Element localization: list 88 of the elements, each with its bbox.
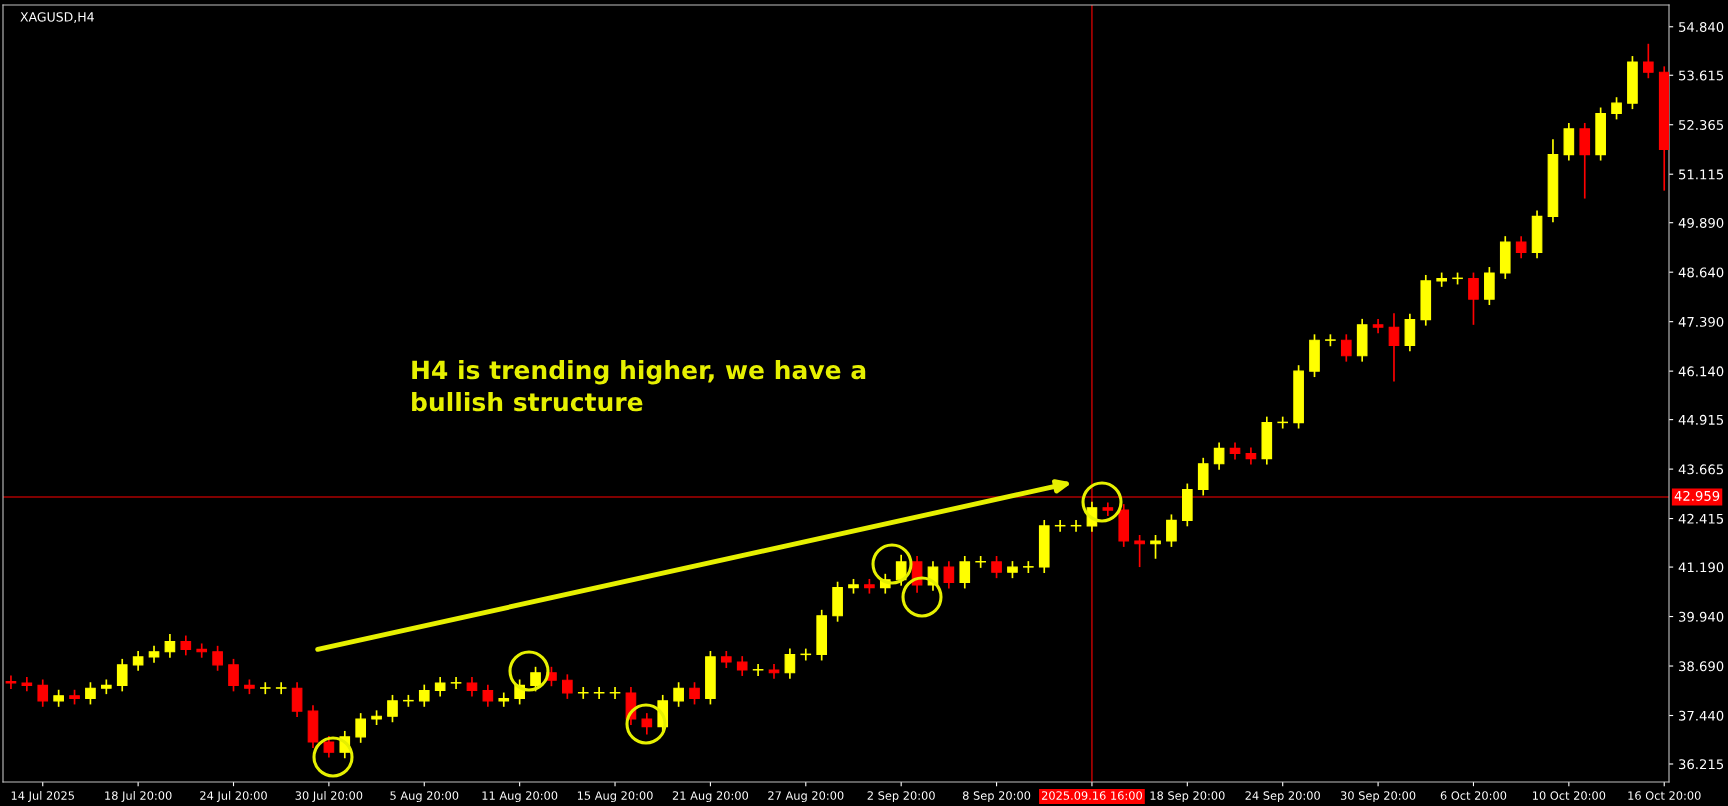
candlestick [1054,519,1066,533]
candlestick [101,678,112,695]
y-tick-label: 53.615 [1679,70,1724,81]
candlestick [562,673,573,700]
candlestick [1388,312,1400,383]
candlestick [991,555,1002,579]
candlestick [530,665,541,693]
candlestick [228,658,239,693]
x-tick-label: 24 Jul 20:00 [200,791,267,802]
candlestick [673,681,684,708]
candlestick [434,676,446,698]
x-tick-label: 5 Aug 20:00 [390,791,459,803]
candlestick [275,681,287,695]
x-tick-label: 21 Aug 20:00 [672,791,749,803]
candlestick [85,681,96,706]
x-tick-label: 27 Aug 20:00 [768,791,844,803]
x-tick-label: 16 Oct 20:00 [1628,791,1701,800]
x-tick-label: 11 Aug 20:00 [482,791,558,803]
candlestick [959,555,971,590]
x-tick-label: 14 Jul 2025 [11,791,74,802]
candlestick [1468,271,1479,326]
candlestick [1166,513,1177,548]
y-tick-label: 38.690 [1679,661,1724,672]
y-tick-label: 49.890 [1678,217,1724,228]
y-tick-label: 54.840 [1679,21,1724,32]
x-tick-label: 10 Oct 20:00 [1532,791,1606,800]
x-tick-label: 18 Sep 20:00 [1150,791,1225,803]
x-tick-label: 15 Aug 20:00 [577,791,653,803]
candlestick [641,712,653,736]
candlestick [323,735,335,759]
x-tick-label: 18 Jul 20:00 [105,791,172,802]
candlestick [577,686,589,700]
candlestick [180,634,192,657]
y-tick-label: 36.215 [1679,759,1724,770]
annotation: H4 is trending higher, we have a bullish structure [412,360,866,412]
candlestick [387,694,398,724]
y-tick-label: 44.915 [1678,414,1724,425]
candlestick [943,560,955,590]
candlestick [259,681,271,695]
y-tick-label: 39.940 [1679,611,1724,622]
candlestick [291,681,303,718]
text: XAGUSD,H4 [20,12,94,23]
candlestick [450,676,462,690]
candlestick [196,642,208,659]
y-tick-label: 43.665 [1678,464,1724,475]
candlestick [784,647,796,680]
candlestick [800,647,812,662]
candlestick [466,676,478,698]
candlestick [593,686,605,700]
x-tick-label: 2 Sep 20:00 [867,791,935,803]
x-tick-label: 8 Sep 20:00 [962,791,1031,803]
y-tick-label: 41.190 [1678,562,1724,573]
candlestick [355,712,367,744]
candlestick [1134,534,1145,568]
candlestick [1340,333,1352,363]
x-tick-label: 2025.09.16 16:00 [1041,791,1143,800]
y-tick-label: 42.415 [1678,513,1724,524]
candlestick [895,553,907,587]
candlestick [1611,96,1622,121]
ref-line-label: 42.959 [1674,490,1720,501]
x-tick-label: 30 Sep 20:00 [1340,791,1416,803]
candlestick [768,663,780,680]
candlestick [132,650,144,672]
y-tick-label: 37.440 [1679,710,1724,721]
candlestick [609,686,621,700]
y-tick-label: 47.390 [1678,316,1724,327]
x-tick-label: 30 Jul 20:00 [295,791,363,802]
candlestick [1070,519,1082,533]
candlestick [1515,235,1527,260]
candlestick [482,683,494,708]
candlestick [752,663,764,677]
candlestick [1150,534,1161,560]
y-tick-label: 51.115 [1679,169,1724,180]
candlestick [164,633,176,659]
candlestick [418,683,430,708]
y-tick-label: 46.140 [1678,366,1724,377]
candlestick [736,655,748,677]
y-tick-label: 52.365 [1679,119,1724,130]
y-tick-label: 48.640 [1678,267,1724,278]
candlestick [689,681,700,706]
candlestick [5,674,17,690]
candlestick [1643,42,1654,80]
x-tick-label: 6 Oct 20:00 [1440,791,1507,800]
x-tick-label: 24 Sep 20:00 [1245,791,1320,803]
candlestick [212,645,223,672]
candlestick [116,658,128,693]
candlestick [1213,441,1225,471]
candlestick [37,678,49,708]
